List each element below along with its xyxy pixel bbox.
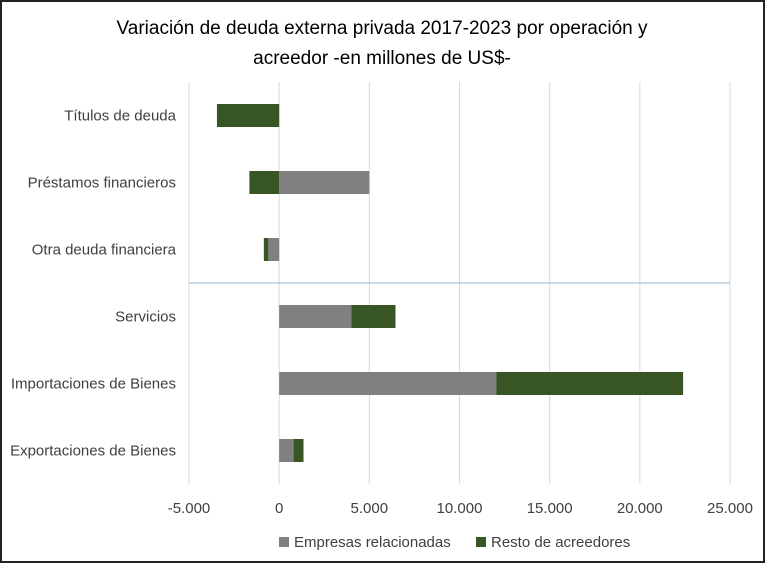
legend-label: Empresas relacionadas [294, 534, 451, 551]
x-tick-label: 25.000 [707, 500, 753, 517]
bar-empresas-relacionadas [268, 238, 280, 261]
bar-resto-de-acreedores [249, 171, 280, 194]
chart-title-line-1: Variación de deuda externa privada 2017-… [117, 18, 648, 39]
category-label: Otra deuda financiera [32, 242, 177, 259]
x-tick-label: 10.000 [437, 500, 483, 517]
category-label: Importaciones de Bienes [11, 376, 176, 393]
bar-resto-de-acreedores [293, 439, 304, 462]
category-label: Exportaciones de Bienes [10, 443, 176, 460]
bar-empresas-relacionadas [279, 439, 294, 462]
x-tick-label: 0 [275, 500, 283, 517]
bar-empresas-relacionadas [279, 171, 370, 194]
category-label: Títulos de deuda [64, 108, 176, 125]
legend-swatch [476, 537, 486, 547]
legend-swatch [279, 537, 289, 547]
category-label: Servicios [115, 309, 176, 326]
category-label: Préstamos financieros [28, 175, 176, 192]
legend-label: Resto de acreedores [491, 534, 630, 551]
bar-empresas-relacionadas [279, 372, 497, 395]
bar-resto-de-acreedores [216, 104, 280, 127]
bar-resto-de-acreedores [263, 238, 269, 261]
bar-resto-de-acreedores [496, 372, 684, 395]
bar-empresas-relacionadas [279, 305, 352, 328]
x-tick-label: 20.000 [617, 500, 663, 517]
x-tick-label: -5.000 [168, 500, 211, 517]
bar-resto-de-acreedores [351, 305, 396, 328]
chart-title-line-2: acreedor -en millones de US$- [253, 48, 511, 69]
x-tick-label: 15.000 [527, 500, 573, 517]
x-tick-label: 5.000 [351, 500, 389, 517]
